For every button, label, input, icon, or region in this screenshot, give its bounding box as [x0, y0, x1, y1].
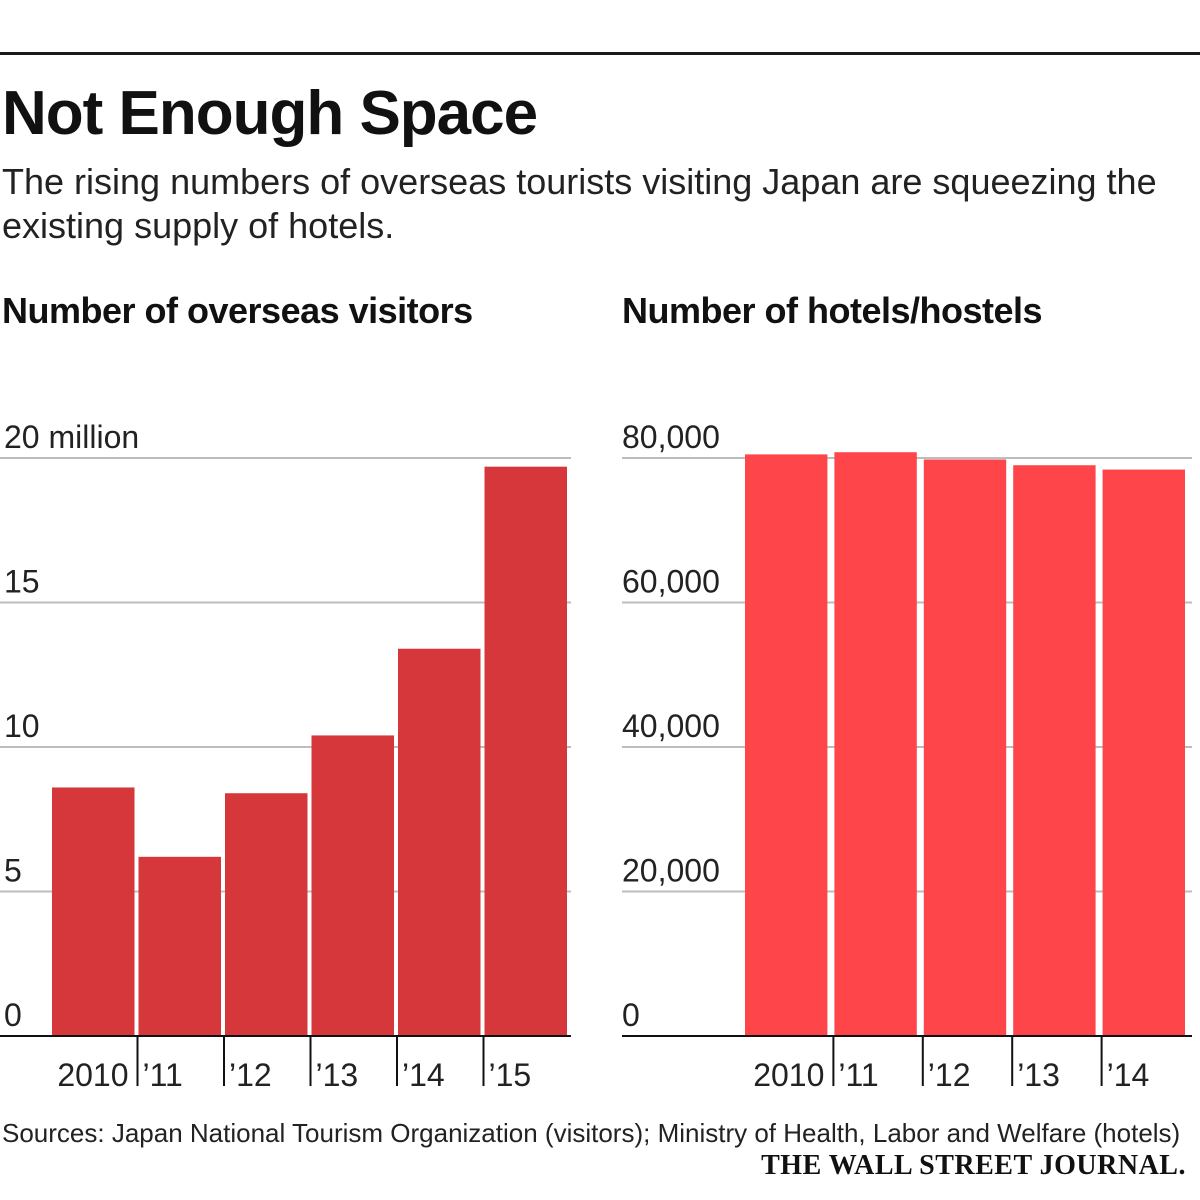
hotels-bar: [1102, 469, 1185, 1036]
visitors-ytick-label: 20 million: [4, 419, 139, 455]
visitors-ytick-label: 5: [4, 853, 22, 889]
publisher-logo: THE WALL STREET JOURNAL.: [761, 1150, 1186, 1181]
visitors-chart-title: Number of overseas visitors: [2, 290, 473, 331]
visitors-bar: [225, 793, 308, 1036]
visitors-bar: [398, 648, 481, 1036]
top-rule: [0, 52, 1200, 55]
visitors-xtick-label: ’11: [143, 1057, 183, 1093]
visitors-ytick-label: 15: [4, 564, 40, 600]
hotels-bar: [1013, 465, 1096, 1037]
graphic-subtitle: The rising numbers of overseas tourists …: [2, 161, 1157, 246]
hotels-bar: [745, 454, 828, 1036]
hotels-ytick-label: 0: [622, 997, 640, 1033]
hotels-xtick-label: 2010: [753, 1057, 824, 1093]
hotels-ytick-label: 40,000: [622, 708, 720, 744]
visitors-xtick-label: 2010: [57, 1057, 128, 1093]
visitors-xtick-label: ’15: [489, 1057, 532, 1093]
visitors-bar: [311, 735, 394, 1036]
hotels-xtick-label: ’11: [838, 1057, 878, 1093]
hotels-ytick-label: 60,000: [622, 564, 720, 600]
hotels-xtick-label: ’12: [928, 1057, 971, 1093]
visitors-bar: [484, 466, 567, 1036]
hotels-ytick-label: 20,000: [622, 853, 720, 889]
hotels-ytick-label: 80,000: [622, 419, 720, 455]
graphic-title: Not Enough Space: [2, 79, 538, 148]
hotels-bar: [923, 459, 1007, 1036]
visitors-ytick-label: 10: [4, 708, 40, 744]
visitors-xtick-label: ’13: [316, 1057, 359, 1093]
visitors-bar: [52, 787, 135, 1036]
hotels-xtick-label: ’13: [1017, 1057, 1060, 1093]
visitors-ytick-label: 0: [4, 997, 22, 1033]
visitors-xtick-label: ’14: [402, 1057, 445, 1093]
hotels-bar: [834, 452, 917, 1037]
hotels-xtick-label: ’14: [1107, 1057, 1150, 1093]
hotels-chart-title: Number of hotels/hostels: [622, 290, 1043, 331]
visitors-xtick-label: ’12: [229, 1057, 272, 1093]
sources-note: Sources: Japan National Tourism Organiza…: [2, 1118, 1181, 1148]
visitors-bar: [138, 856, 221, 1036]
